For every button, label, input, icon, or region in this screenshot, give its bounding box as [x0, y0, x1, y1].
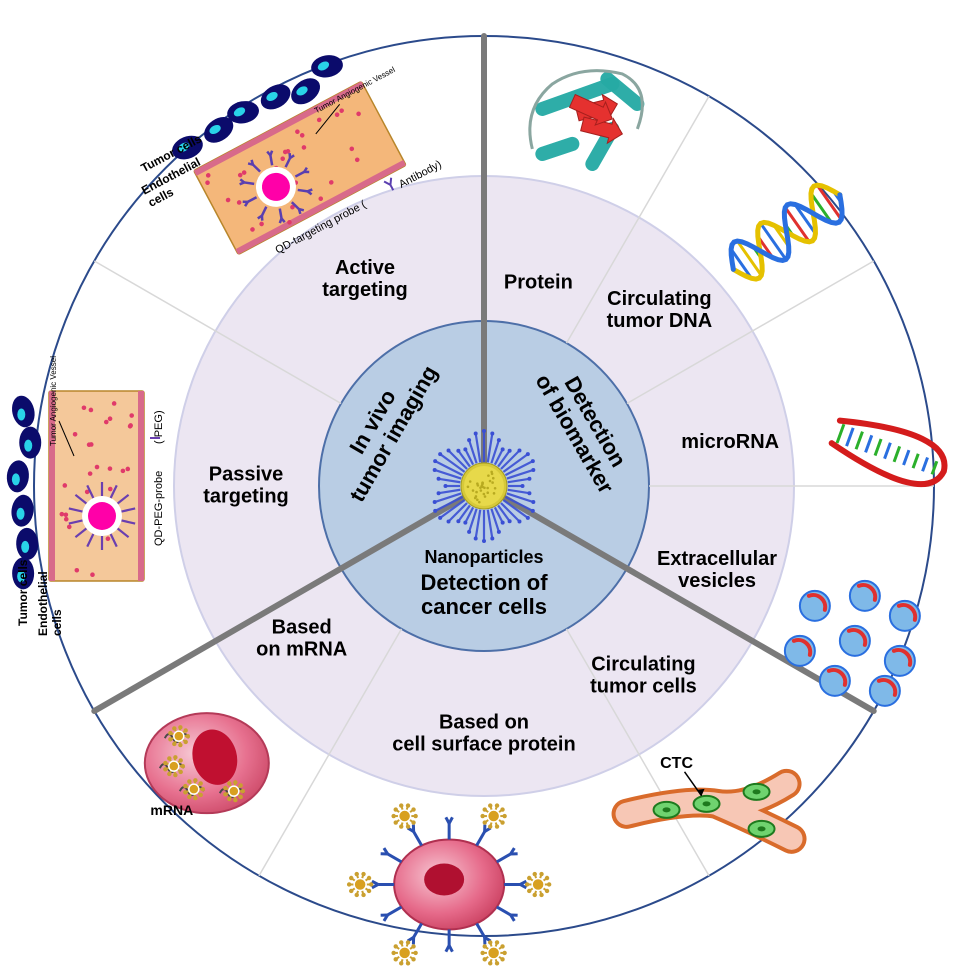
svg-text:Circulating: Circulating — [591, 653, 695, 675]
svg-text:microRNA: microRNA — [681, 431, 779, 453]
inner-sector-label: Detection ofcancer cells — [420, 570, 548, 619]
category-label: Protein — [504, 271, 573, 293]
svg-text:Based on: Based on — [439, 711, 529, 733]
svg-text:Circulating: Circulating — [607, 288, 711, 310]
svg-text:Tumor cells: Tumor cells — [16, 559, 30, 626]
svg-text:Extracellular: Extracellular — [657, 548, 777, 570]
category-label: Circulatingtumor DNA — [607, 288, 713, 332]
svg-text:vesicles: vesicles — [678, 570, 756, 592]
center-label: Nanoparticles — [424, 547, 543, 567]
svg-text:tumor DNA: tumor DNA — [607, 310, 713, 332]
svg-text:Tumor Angiogenic Vessel: Tumor Angiogenic Vessel — [49, 356, 58, 446]
svg-text:targeting: targeting — [203, 485, 289, 507]
category-label: Passivetargeting — [203, 463, 289, 507]
svg-text:Endothelial: Endothelial — [36, 571, 50, 636]
svg-text:Passive: Passive — [209, 463, 284, 485]
svg-text:tumor cells: tumor cells — [590, 675, 697, 697]
svg-text:on mRNA: on mRNA — [256, 638, 347, 660]
svg-text:CTC: CTC — [660, 755, 693, 772]
svg-text:cancer cells: cancer cells — [421, 594, 547, 619]
svg-text:cells: cells — [50, 609, 64, 636]
svg-text:targeting: targeting — [322, 279, 408, 301]
category-label: microRNA — [681, 431, 779, 453]
svg-text:mRNA: mRNA — [150, 802, 193, 818]
svg-text:Detection of: Detection of — [420, 570, 548, 595]
svg-text:Protein: Protein — [504, 271, 573, 293]
svg-text:cell surface protein: cell surface protein — [392, 733, 575, 755]
category-label: Activetargeting — [322, 257, 408, 301]
svg-text:Active: Active — [335, 257, 395, 279]
category-label: Circulatingtumor cells — [590, 653, 697, 697]
svg-text:QD-PEG-probe: QD-PEG-probe — [153, 471, 165, 546]
svg-text:Based: Based — [272, 616, 332, 638]
